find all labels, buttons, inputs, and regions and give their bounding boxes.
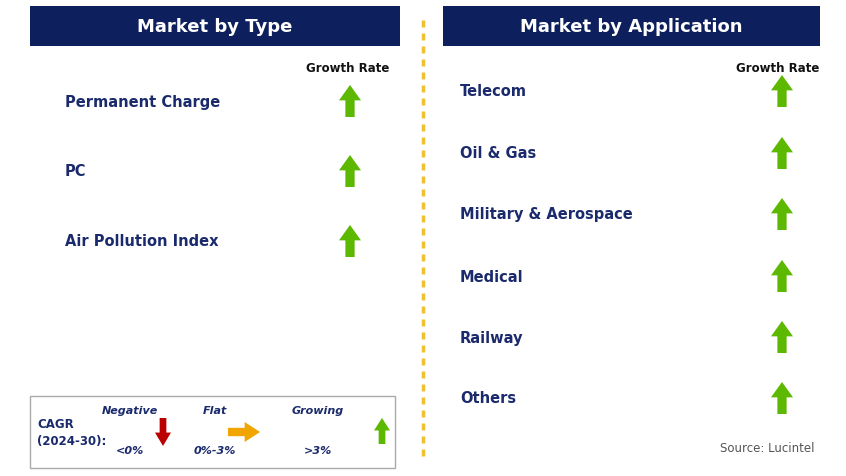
- Bar: [30, 7, 400, 47]
- Text: Source: Lucintel: Source: Lucintel: [721, 441, 815, 454]
- Text: Market by Type: Market by Type: [137, 18, 293, 36]
- Polygon shape: [339, 156, 361, 188]
- Text: Negative: Negative: [102, 405, 158, 415]
- Text: >3%: >3%: [304, 445, 332, 455]
- Text: (2024-30):: (2024-30):: [37, 435, 107, 447]
- Bar: [443, 7, 820, 47]
- Text: 0%-3%: 0%-3%: [194, 445, 236, 455]
- Polygon shape: [771, 260, 793, 292]
- Polygon shape: [155, 418, 171, 446]
- Text: Others: Others: [460, 391, 516, 406]
- Polygon shape: [339, 226, 361, 258]
- Polygon shape: [771, 198, 793, 230]
- Text: Telecom: Telecom: [460, 84, 527, 99]
- Polygon shape: [374, 418, 390, 444]
- Text: CAGR: CAGR: [37, 417, 74, 431]
- Text: Medical: Medical: [460, 269, 524, 284]
- Text: PC: PC: [65, 164, 86, 179]
- Text: Permanent Charge: Permanent Charge: [65, 94, 220, 109]
- Bar: [30, 396, 395, 468]
- Text: Oil & Gas: Oil & Gas: [460, 146, 536, 161]
- Polygon shape: [771, 76, 793, 108]
- Text: Air Pollution Index: Air Pollution Index: [65, 234, 218, 249]
- Text: Market by Application: Market by Application: [520, 18, 743, 36]
- Polygon shape: [771, 321, 793, 353]
- Polygon shape: [771, 382, 793, 414]
- Text: Growth Rate: Growth Rate: [306, 62, 390, 75]
- Polygon shape: [228, 422, 260, 442]
- Polygon shape: [771, 138, 793, 169]
- Text: Railway: Railway: [460, 330, 524, 345]
- Polygon shape: [339, 86, 361, 118]
- Text: <0%: <0%: [116, 445, 144, 455]
- Text: Growth Rate: Growth Rate: [736, 62, 820, 75]
- Text: Military & Aerospace: Military & Aerospace: [460, 207, 633, 222]
- Text: Growing: Growing: [292, 405, 344, 415]
- Text: Flat: Flat: [203, 405, 228, 415]
